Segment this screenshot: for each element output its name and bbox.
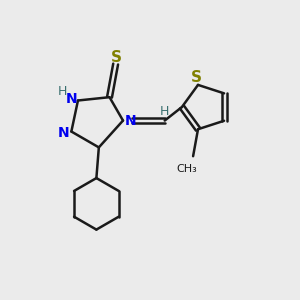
Text: H: H [58, 85, 68, 98]
Text: N: N [124, 114, 136, 128]
Text: CH₃: CH₃ [177, 164, 197, 174]
Text: N: N [65, 92, 77, 106]
Text: S: S [111, 50, 122, 65]
Text: H: H [160, 105, 169, 118]
Text: N: N [58, 126, 69, 140]
Text: S: S [191, 70, 202, 85]
